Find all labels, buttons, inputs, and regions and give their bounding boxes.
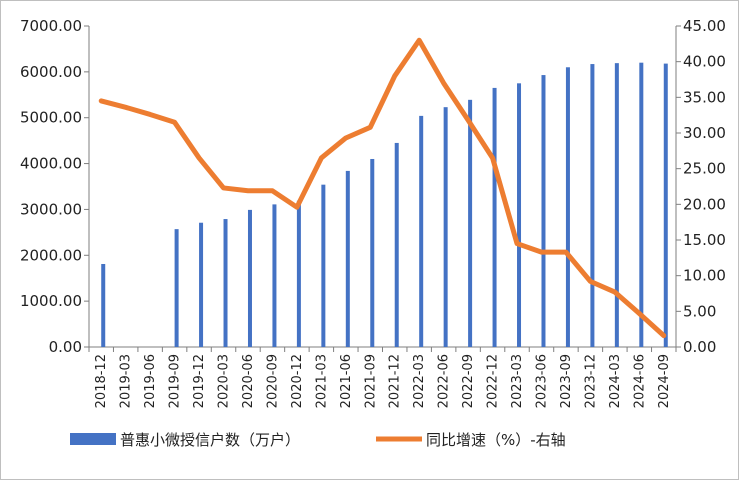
legend-bar-swatch — [70, 433, 116, 445]
x-axis-tick-label: 2023-03 — [510, 354, 525, 408]
x-axis-tick-label: 2021-03 — [314, 354, 329, 408]
x-axis-tick-label: 2020-12 — [290, 354, 305, 408]
bar — [639, 62, 644, 347]
left-axis-tick-label: 0.00 — [49, 338, 82, 356]
right-axis-tick-label: 10.00 — [683, 267, 726, 285]
left-axis-tick-label: 1000.00 — [20, 292, 82, 310]
x-axis-tick-label: 2019-06 — [143, 354, 158, 408]
bar — [590, 64, 595, 347]
left-axis-tick-label: 4000.00 — [20, 155, 82, 173]
x-axis-tick-label: 2020-09 — [265, 354, 280, 408]
x-axis-tick-label: 2024-06 — [632, 354, 647, 408]
bar — [565, 67, 570, 348]
x-axis-tick-label: 2019-09 — [168, 354, 183, 408]
x-axis-tick-label: 2024-03 — [608, 354, 623, 408]
bar — [663, 63, 668, 348]
left-axis-tick-label: 7000.00 — [20, 17, 82, 35]
right-axis-tick-label: 0.00 — [683, 338, 716, 356]
bar — [541, 75, 546, 348]
bar — [492, 87, 497, 348]
bar — [101, 263, 106, 347]
right-axis-tick-label: 20.00 — [683, 195, 726, 213]
x-axis-tick-label: 2020-06 — [241, 354, 256, 408]
x-axis-tick-label: 2020-03 — [217, 354, 232, 408]
bar — [247, 209, 252, 347]
bar — [174, 229, 179, 347]
x-axis-tick-label: 2023-09 — [559, 354, 574, 408]
axes — [84, 25, 681, 352]
bar — [296, 200, 301, 347]
left-axis-tick-label: 3000.00 — [20, 200, 82, 218]
x-axis-tick-label: 2022-12 — [486, 354, 501, 408]
bar — [443, 107, 448, 347]
right-axis-tick-label: 35.00 — [683, 88, 726, 106]
left-axis-tick-label: 5000.00 — [20, 109, 82, 127]
right-axis-tick-labels: 0.00 5.00 10.00 15.00 20.00 25.00 30.00 35.00 40… — [683, 17, 726, 356]
right-axis-tick-label: 40.00 — [683, 53, 726, 71]
x-axis-tick-label: 2018-12 — [94, 354, 109, 408]
x-axis-tick-label: 2019-03 — [119, 354, 134, 408]
bar — [321, 184, 326, 347]
bar — [223, 219, 228, 347]
bar — [272, 204, 277, 347]
right-axis-tick-label: 15.00 — [683, 231, 726, 249]
bar — [419, 115, 424, 347]
legend-line-label: 同比增速（%）-右轴 — [426, 431, 566, 449]
x-axis-tick-label: 2024-09 — [657, 354, 672, 408]
x-axis-tick-label: 2023-12 — [583, 354, 598, 408]
x-axis-tick-label: 2021-06 — [339, 354, 354, 408]
bar — [394, 142, 399, 347]
growth-line — [98, 37, 667, 339]
line-series — [98, 37, 667, 339]
bar — [614, 63, 619, 347]
x-axis-tick-label: 2019-12 — [192, 354, 207, 408]
left-axis-tick-label: 2000.00 — [20, 246, 82, 264]
legend-bar-label: 普惠小微授信户数（万户） — [120, 431, 300, 449]
bar — [517, 83, 522, 348]
x-axis-tick-label: 2022-09 — [461, 354, 476, 408]
x-axis-tick-label: 2022-06 — [437, 354, 452, 408]
x-axis-tick-label: 2021-12 — [388, 354, 403, 408]
legend: 普惠小微授信户数（万户） 同比增速（%）-右轴 — [70, 431, 566, 449]
bar-series — [101, 62, 668, 348]
right-axis-tick-label: 30.00 — [683, 124, 726, 142]
x-axis-tick-label: 2022-03 — [412, 354, 427, 408]
bar — [468, 99, 473, 347]
x-axis-tick-labels: 2018-12 2019-03 2019-06 2019-09 2019-12 2020-… — [94, 354, 672, 408]
x-axis-tick-label: 2021-09 — [363, 354, 378, 408]
bar — [199, 222, 204, 347]
left-axis-tick-labels: 0.00 1000.00 2000.00 3000.00 4000.00 5000.00 6… — [20, 17, 82, 356]
left-axis-tick-label: 6000.00 — [20, 63, 82, 81]
x-axis-tick-label: 2023-06 — [534, 354, 549, 408]
right-axis-tick-label: 5.00 — [683, 302, 716, 320]
bar — [345, 170, 350, 347]
right-axis-tick-label: 45.00 — [683, 17, 726, 35]
right-axis-tick-label: 25.00 — [683, 160, 726, 178]
bar — [370, 158, 375, 347]
